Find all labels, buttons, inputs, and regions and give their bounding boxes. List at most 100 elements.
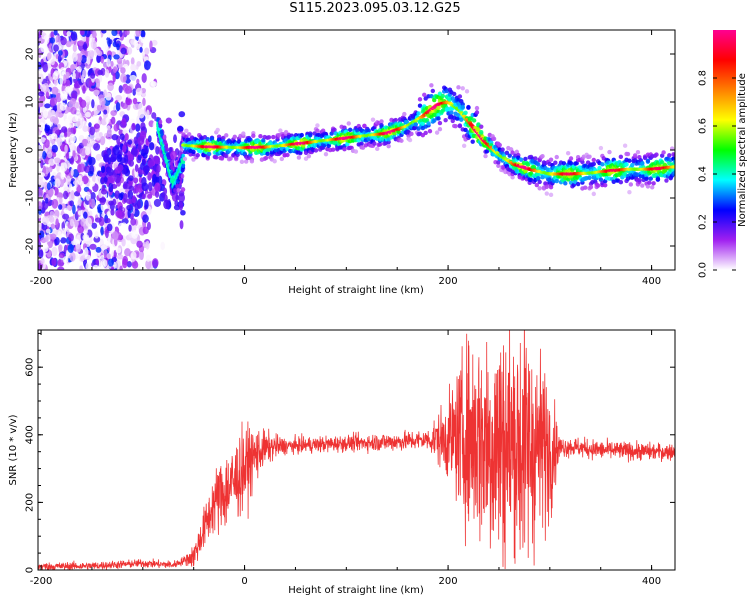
noise-blob — [90, 192, 96, 201]
noise-blob — [142, 214, 149, 223]
noise-blob — [99, 97, 106, 106]
noise-blob — [126, 261, 132, 268]
noise-blob — [106, 30, 111, 36]
ridge-blob — [533, 156, 538, 161]
noise-blob — [49, 97, 58, 106]
noise-blob — [176, 125, 184, 132]
ridge-blob — [228, 156, 233, 161]
noise-blob — [53, 79, 58, 86]
noise-blob — [124, 133, 129, 141]
ridge-blob — [426, 121, 431, 126]
colorbar-gradient — [713, 30, 736, 270]
noise-blob — [38, 68, 43, 75]
noise-blob — [76, 66, 82, 73]
noise-blob — [65, 79, 71, 88]
noise-blob — [79, 265, 83, 270]
noise-blob — [132, 97, 138, 105]
ridge-blob — [554, 154, 559, 160]
ridge-blob — [306, 153, 312, 159]
noise-blob — [73, 126, 77, 135]
noise-blob — [121, 222, 127, 228]
ridge-blob — [170, 164, 174, 170]
ridge-blob — [248, 137, 253, 143]
noise-blob — [127, 139, 133, 145]
noise-blob — [41, 31, 47, 40]
noise-blob — [60, 90, 68, 101]
ridge-blob — [179, 146, 184, 152]
ridge-blob — [413, 122, 418, 127]
noise-blob — [122, 144, 127, 153]
colorbar-ticks: 0.0 0.2 0.4 0.6 0.8 — [698, 70, 736, 278]
noise-blob — [135, 123, 141, 132]
noise-blob — [51, 257, 57, 267]
ridge-blob — [507, 153, 512, 158]
noise-blob — [93, 110, 98, 117]
noise-blob — [127, 266, 132, 270]
noise-blob — [49, 116, 57, 123]
noise-blob — [97, 69, 104, 76]
noise-blob — [136, 78, 140, 85]
ridge-blob — [263, 155, 269, 161]
spectrogram-xlabel: Height of straight line (km) — [288, 285, 424, 296]
noise-blob — [101, 30, 107, 34]
ridge-blob — [191, 149, 196, 155]
noise-blob — [91, 99, 95, 109]
noise-blob — [60, 36, 67, 46]
ridge-blob — [547, 177, 552, 182]
noise-blob — [43, 109, 49, 119]
ridge-blob — [461, 143, 467, 148]
x-tick-label: -200 — [30, 576, 53, 587]
ridge-blob — [180, 173, 185, 179]
ridge-blob — [664, 178, 669, 183]
ridge-blob — [672, 153, 675, 158]
noise-blob — [100, 226, 104, 236]
ridge-blob — [602, 183, 608, 188]
noise-blob — [158, 175, 163, 186]
noise-blob — [87, 50, 95, 60]
noise-blob — [56, 149, 61, 160]
noise-blob — [96, 78, 101, 89]
noise-blob — [112, 73, 116, 83]
snr-xlabel: Height of straight line (km) — [288, 585, 424, 596]
noise-blob — [82, 42, 88, 51]
noise-blob — [142, 152, 148, 159]
noise-blob — [40, 84, 47, 92]
noise-blob — [64, 265, 72, 270]
noise-blob — [40, 44, 47, 53]
noise-blob — [66, 175, 71, 185]
noise-blob — [149, 40, 153, 51]
ridge-blob — [630, 162, 635, 168]
y-tick-label: -20 — [25, 238, 36, 254]
noise-blob — [134, 164, 139, 172]
x-tick-label: -200 — [30, 276, 53, 287]
ridge-blob — [375, 146, 380, 152]
noise-blob — [145, 259, 152, 270]
ridge-blob — [460, 86, 465, 91]
noise-blob — [66, 30, 72, 37]
noise-blob — [45, 91, 50, 99]
noise-blob — [118, 193, 124, 201]
noise-blob — [56, 162, 60, 172]
ridge-blob — [362, 123, 367, 129]
noise-blob — [67, 244, 75, 254]
noise-blob — [96, 104, 102, 111]
noise-blob — [109, 156, 117, 163]
ridge-blob — [618, 180, 624, 185]
ridge-blob — [424, 117, 430, 123]
noise-blob — [99, 171, 107, 178]
noise-blob — [52, 152, 57, 158]
noise-blob — [96, 54, 101, 64]
noise-blob — [53, 70, 60, 77]
noise-blob — [156, 164, 161, 173]
noise-blob — [72, 52, 78, 62]
noise-blob — [46, 151, 53, 159]
noise-blob — [120, 67, 126, 74]
noise-blob — [135, 30, 142, 38]
noise-blob — [70, 190, 75, 200]
snr-frame — [37, 329, 676, 571]
noise-blob — [138, 251, 144, 261]
noise-blob — [178, 111, 186, 118]
noise-blob — [65, 86, 72, 93]
noise-blob — [45, 228, 51, 234]
noise-blob — [38, 188, 44, 198]
